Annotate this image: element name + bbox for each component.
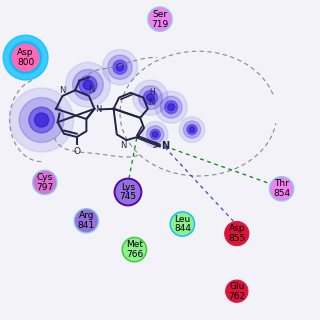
Text: N: N — [148, 98, 154, 107]
Circle shape — [226, 280, 248, 302]
Circle shape — [225, 221, 249, 246]
Text: Leu
844: Leu 844 — [174, 215, 191, 233]
Text: Asp
800: Asp 800 — [17, 48, 34, 67]
Circle shape — [73, 69, 103, 100]
Circle shape — [108, 55, 132, 79]
Circle shape — [29, 107, 54, 133]
Text: Ser
719: Ser 719 — [151, 10, 169, 28]
Circle shape — [83, 80, 93, 90]
Circle shape — [148, 7, 172, 31]
Text: N: N — [88, 85, 94, 94]
Circle shape — [66, 62, 110, 107]
Circle shape — [160, 96, 182, 118]
Circle shape — [113, 60, 127, 74]
Text: N: N — [162, 141, 170, 151]
Circle shape — [139, 86, 162, 109]
Circle shape — [147, 94, 154, 101]
Text: Arg
841: Arg 841 — [78, 212, 95, 230]
Text: O: O — [73, 147, 80, 156]
Circle shape — [143, 91, 157, 105]
Circle shape — [133, 80, 168, 115]
Text: H: H — [149, 88, 155, 97]
Circle shape — [33, 170, 57, 195]
Circle shape — [152, 132, 158, 137]
Circle shape — [142, 122, 168, 147]
Circle shape — [10, 88, 74, 152]
Circle shape — [3, 35, 48, 80]
Text: Cys
797: Cys 797 — [36, 173, 53, 192]
Circle shape — [122, 237, 147, 262]
Circle shape — [155, 91, 187, 123]
Circle shape — [269, 177, 294, 201]
Circle shape — [183, 121, 201, 138]
Text: Thr
854: Thr 854 — [273, 180, 290, 198]
Text: Lys
745: Lys 745 — [119, 183, 137, 201]
Circle shape — [187, 124, 197, 135]
Circle shape — [74, 209, 99, 233]
Circle shape — [35, 113, 49, 127]
Circle shape — [102, 50, 138, 85]
Text: Asp
855: Asp 855 — [228, 224, 245, 243]
Circle shape — [116, 63, 124, 71]
Circle shape — [150, 129, 160, 140]
Circle shape — [115, 179, 141, 205]
Circle shape — [170, 212, 195, 236]
Circle shape — [168, 104, 175, 111]
Circle shape — [10, 42, 41, 73]
Circle shape — [19, 98, 64, 142]
Circle shape — [79, 76, 97, 94]
Text: Glu
762: Glu 762 — [228, 282, 245, 300]
Circle shape — [147, 126, 164, 143]
Text: Met
766: Met 766 — [126, 240, 143, 259]
Circle shape — [165, 101, 178, 114]
Circle shape — [179, 117, 205, 142]
Text: N: N — [120, 141, 126, 150]
Circle shape — [189, 127, 195, 132]
Text: N: N — [59, 86, 66, 95]
Text: N: N — [95, 105, 102, 114]
